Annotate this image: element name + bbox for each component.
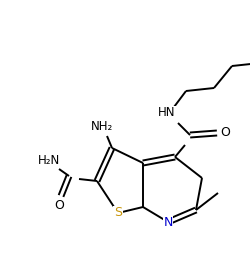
Text: O: O (54, 199, 64, 212)
Text: HN: HN (158, 107, 175, 120)
Text: S: S (114, 207, 122, 220)
Text: N: N (163, 217, 172, 230)
Text: H₂N: H₂N (38, 154, 60, 167)
Text: NH₂: NH₂ (90, 120, 113, 133)
Text: O: O (219, 127, 229, 140)
